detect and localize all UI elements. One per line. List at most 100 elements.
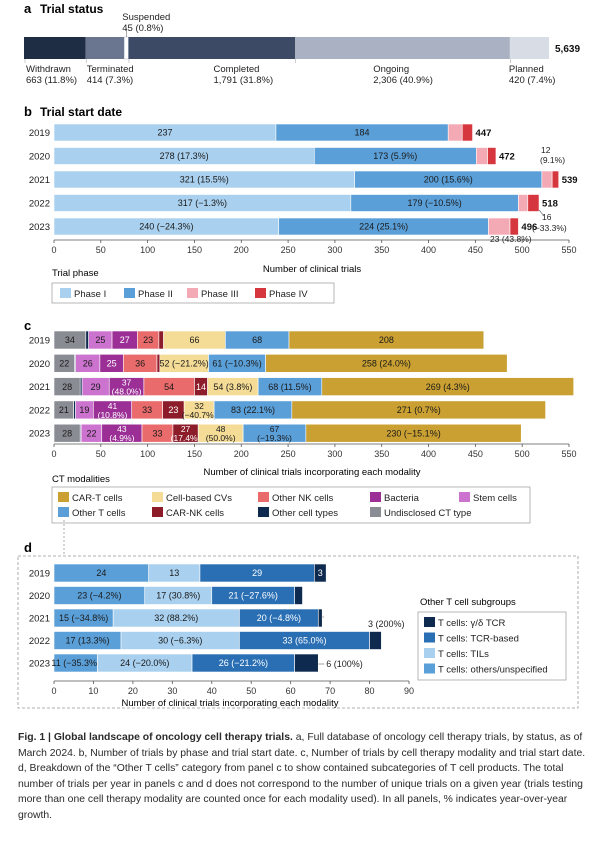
phase-segment-label: 240 (−24.3%): [139, 222, 193, 232]
panel-b-xlabel: Number of clinical trials: [263, 264, 361, 275]
tcell-tick-label: 60: [286, 686, 296, 696]
tcell-legend-box: [417, 611, 567, 681]
tcell-segment-label: 3: [318, 568, 323, 578]
phase-segment-label: 224 (25.1%): [359, 222, 408, 232]
modality-bar-segment: [305, 423, 522, 443]
phase-bar-segment: [447, 123, 463, 142]
modality-tick-label: 300: [327, 449, 342, 459]
tcell-year-label: 2019: [29, 569, 50, 580]
tcell-tick-label: 10: [88, 686, 98, 696]
tcell-segment-label: 29: [252, 568, 262, 578]
phase-bar-segment: [487, 147, 497, 165]
modality-legend-label: Undisclosed CT type: [384, 508, 471, 519]
modality-segment-label: 33: [142, 405, 152, 415]
panel-a-letter: a: [24, 1, 32, 16]
modality-segment-label: 34: [65, 335, 75, 345]
status-segment: [295, 37, 510, 59]
panel-b-legend-title: Trial phase: [52, 268, 99, 279]
modality-segment-label: 66: [189, 335, 199, 345]
status-name: Withdrawn: [26, 64, 71, 75]
modality-segment-label-growth: (−40.7%): [182, 410, 217, 420]
modality-segment-label: 269 (4.3%): [426, 382, 470, 392]
panel-a-title: Trial status: [40, 2, 104, 16]
modality-segment-label: 271 (0.7%): [397, 405, 441, 415]
modality-segment-label: 52 (−21.2%): [160, 359, 209, 369]
modality-legend-label: Other cell types: [272, 508, 338, 519]
tcell-segment-label: 20 (−4.8%): [257, 613, 301, 623]
tcell-segment-label: 15 (−34.8%): [59, 613, 108, 623]
modality-segment-label-growth: (4.9%): [109, 433, 134, 443]
status-segment: [85, 37, 125, 59]
phase-tick-label: 0: [51, 245, 56, 255]
phase-segment-label: 173 (5.9%): [373, 151, 417, 161]
modality-legend-swatch: [370, 492, 381, 502]
phase-callout: (−33.3%): [532, 223, 567, 233]
phase-tick-label: 200: [234, 245, 249, 255]
modality-legend-swatch: [58, 507, 69, 517]
phase-bar-segment: [461, 123, 473, 142]
phase-tick-label: 550: [561, 245, 576, 255]
modality-segment-label: 41: [108, 401, 118, 411]
tcell-segment-label: 17 (13.3%): [66, 636, 110, 646]
status-name: Completed: [213, 64, 259, 75]
modality-legend-swatch: [258, 492, 269, 502]
modality-legend-swatch: [459, 492, 470, 502]
modality-segment-label: 28: [62, 382, 72, 392]
phase-legend-label: Phase II: [138, 289, 173, 300]
tcell-tick-label: 0: [51, 686, 56, 696]
modality-segment-label: 230 (−15.1%): [386, 428, 440, 438]
phase-segment-label: 200 (15.6%): [424, 175, 473, 185]
modality-tick-label: 100: [140, 449, 155, 459]
phase-total-label: 472: [499, 152, 515, 163]
phase-bar-segment: [541, 170, 553, 189]
tcell-bar-segment: [369, 631, 382, 650]
phase-tick-label: 50: [96, 245, 106, 255]
tcell-segment-label: 13: [169, 568, 179, 578]
tcell-segment-label: 32 (88.2%): [154, 613, 198, 623]
tcell-year-label: 2022: [29, 636, 50, 647]
phase-legend-box: [51, 282, 335, 304]
status-total: 5,639: [555, 44, 580, 55]
tcell-tick-label: 40: [207, 686, 217, 696]
modality-legend-swatch: [58, 492, 69, 502]
phase-segment-label: 237: [157, 128, 172, 138]
modality-segment-label: 22: [59, 359, 69, 369]
modality-bar-segment: [265, 353, 508, 373]
status-value: 663 (11.8%): [26, 75, 77, 86]
modality-tick-label: 200: [234, 449, 249, 459]
panel-d-frame: [17, 555, 579, 709]
phase-legend-label: Phase I: [74, 289, 106, 300]
modality-legend-swatch: [152, 492, 163, 502]
modality-legend-label: Other NK cells: [272, 493, 333, 504]
modality-year-label: 2023: [29, 429, 50, 440]
modality-legend-swatch: [152, 507, 163, 517]
panel-b-letter: b: [24, 104, 32, 119]
modality-segment-label-growth: (10.8%): [98, 410, 128, 420]
phase-legend-swatch: [60, 288, 71, 298]
status-name: Planned: [509, 64, 544, 75]
phase-tick-label: 250: [281, 245, 296, 255]
modality-year-label: 2022: [29, 405, 50, 416]
panel-d-legend-title: Other T cell subgroups: [420, 597, 516, 608]
tcell-segment-label: 33 (65.0%): [282, 636, 326, 646]
modality-segment-label: 43: [117, 424, 127, 434]
tcell-segment-label: 17 (30.8%): [156, 591, 200, 601]
modality-legend-label: Bacteria: [384, 493, 420, 504]
modality-segment-label: 23: [143, 335, 153, 345]
modality-legend-label: CAR-T cells: [72, 493, 123, 504]
tcell-tick-label: 20: [128, 686, 138, 696]
modality-legend-swatch: [370, 507, 381, 517]
status-segment: [128, 37, 296, 59]
modality-segment-label: 32: [194, 401, 204, 411]
phase-tick-label: 150: [187, 245, 202, 255]
phase-bar-segment: [551, 170, 559, 189]
tcell-bar-segment: [317, 608, 323, 628]
phase-total-label: 447: [476, 128, 492, 139]
phase-bar-segment: [527, 194, 540, 212]
modality-year-label: 2020: [29, 359, 50, 370]
modality-segment-label: 54 (3.8%): [213, 382, 252, 392]
panel-b-chart: 2019 237 184 2020 278 (17.3%) 173 (5.9%) 2021 3…: [29, 123, 578, 255]
phase-bar-segment: [518, 194, 529, 212]
